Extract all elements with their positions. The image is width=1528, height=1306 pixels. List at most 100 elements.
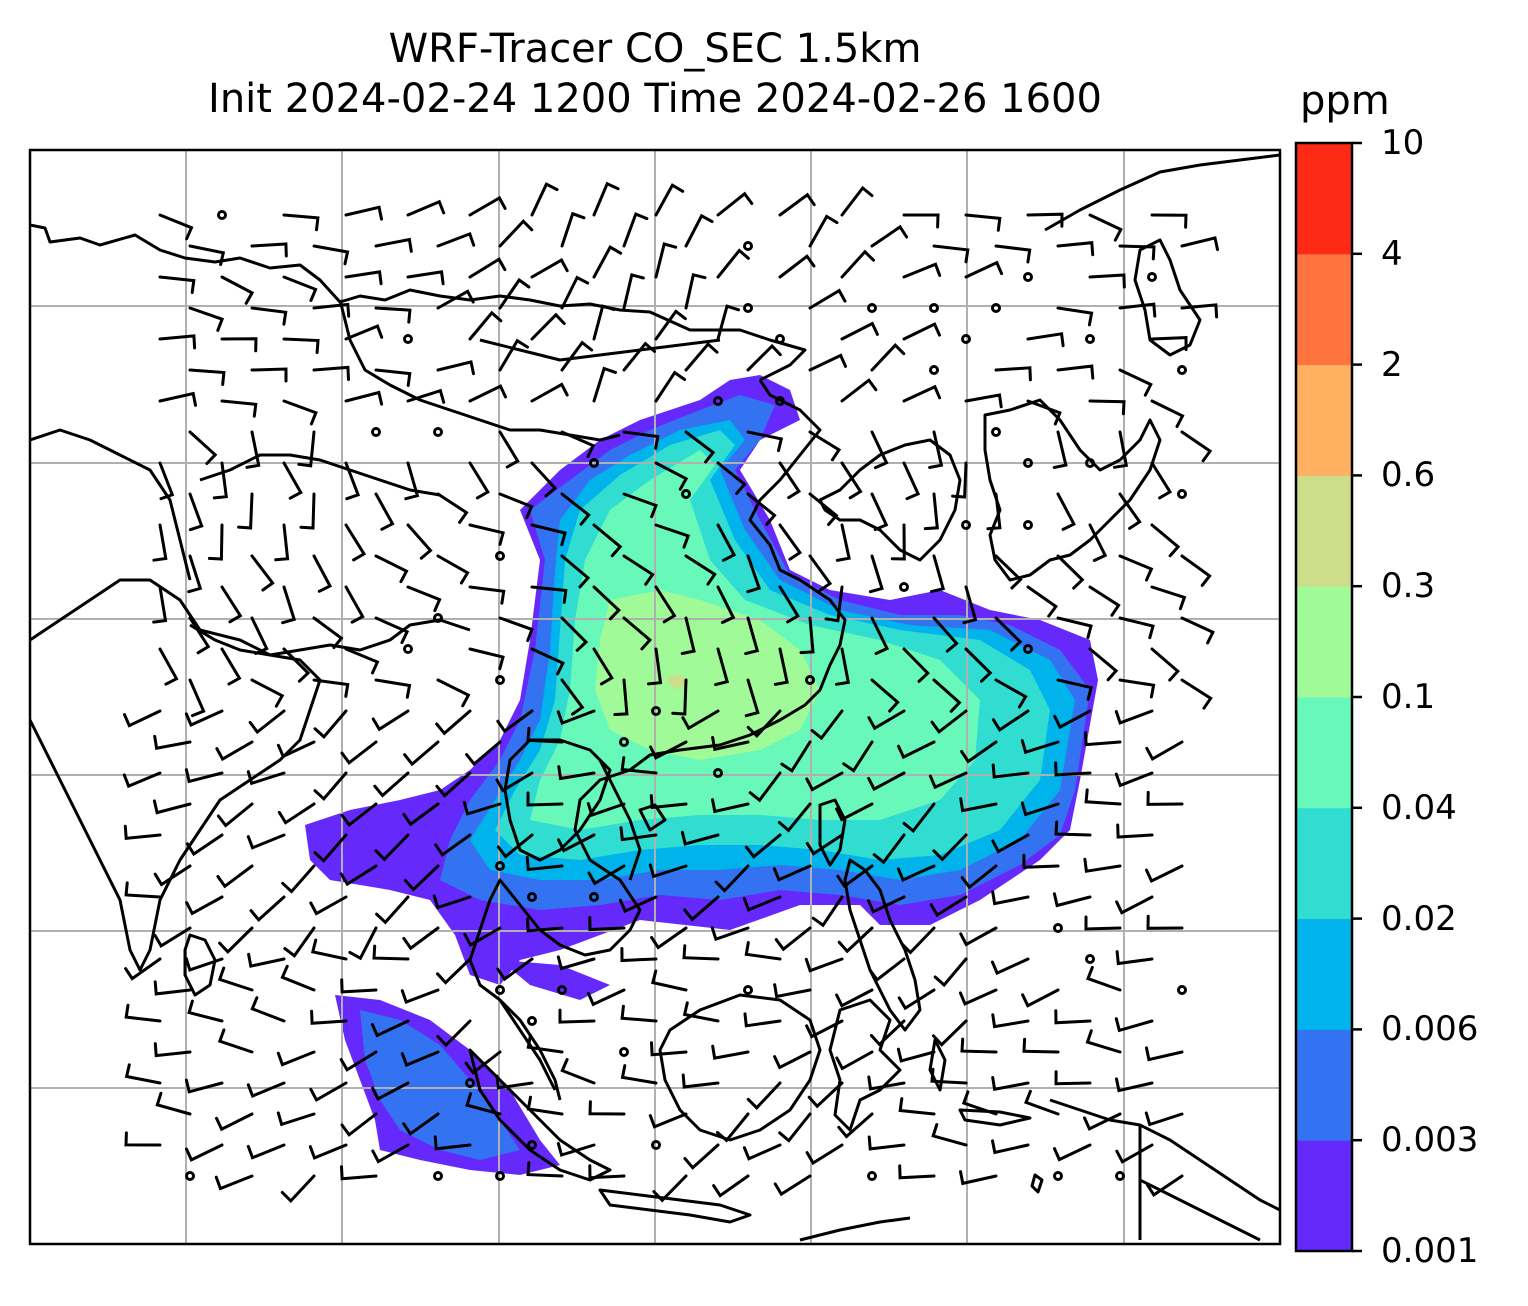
- coast-java: [598, 1188, 752, 1224]
- wind-barb: [1020, 801, 1060, 817]
- wind-barb: [436, 678, 471, 708]
- wind-barb: [964, 393, 1003, 409]
- wind-barb: [185, 895, 224, 916]
- wind-barb: [282, 275, 318, 302]
- wind-barb: [799, 616, 815, 655]
- wind-barb: [526, 1033, 564, 1054]
- wind-barb: [1114, 709, 1154, 725]
- wind-barb: [867, 895, 906, 914]
- coast-japan: [983, 398, 1162, 582]
- plume-band-0-tail: [500, 960, 610, 1000]
- wind-barb: [837, 926, 874, 954]
- wind-barb: [556, 709, 596, 726]
- colorbar-tick-label: 0.003: [1381, 1120, 1479, 1161]
- wind-barb: [867, 771, 906, 792]
- wind-barb: [619, 826, 658, 842]
- wind-barb: [312, 678, 350, 698]
- wind-barb: [748, 771, 782, 803]
- coast-sumatra: [468, 1048, 612, 1182]
- wind-barb: [1114, 771, 1154, 788]
- calm-wind-marker: [1053, 923, 1063, 933]
- wind-barb: [1115, 950, 1154, 966]
- wind-barb: [124, 1131, 162, 1147]
- wind-barb: [1146, 790, 1184, 806]
- wind-barb: [526, 917, 564, 933]
- wind-barb: [498, 277, 531, 310]
- map-frame: [28, 148, 1282, 1246]
- wind-barb: [962, 585, 978, 625]
- wind-barb: [155, 1091, 192, 1116]
- wind-barb: [620, 1004, 658, 1023]
- calm-wind-marker: [991, 427, 1001, 437]
- wind-barb: [744, 833, 782, 859]
- wind-barb: [840, 461, 863, 500]
- coast-inner-asia: [199, 453, 441, 497]
- wind-barb: [122, 771, 162, 789]
- calm-wind-marker: [713, 768, 723, 778]
- wind-barb: [557, 833, 596, 853]
- wind-barb: [188, 492, 204, 532]
- wind-barb: [1118, 244, 1156, 261]
- wind-barb: [681, 1073, 720, 1089]
- wind-barb: [805, 1143, 844, 1166]
- wind-barb: [217, 966, 254, 992]
- wind-barb: [406, 270, 445, 286]
- wind-barb: [1085, 1029, 1122, 1054]
- wind-barb: [560, 340, 594, 372]
- wind-barb: [840, 378, 878, 403]
- calm-wind-marker: [557, 985, 567, 995]
- colorbar-tick-label: 0.1: [1381, 677, 1436, 717]
- calm-wind-marker: [433, 613, 443, 623]
- wind-barb: [496, 709, 534, 734]
- wind-barb: [560, 1058, 596, 1085]
- calm-wind-marker: [1023, 644, 1033, 654]
- wind-barb: [1150, 336, 1188, 352]
- wind-barb: [716, 1112, 750, 1143]
- colorbar-segment: [1296, 918, 1352, 1030]
- calm-wind-marker: [619, 1047, 629, 1057]
- wind-barb: [804, 957, 844, 973]
- wind-barb: [808, 430, 842, 462]
- wind-barb: [1056, 616, 1093, 640]
- wind-barb: [560, 211, 586, 248]
- wind-barb: [647, 647, 663, 686]
- wind-barb: [280, 1174, 316, 1204]
- wind-barb: [1118, 678, 1156, 699]
- wind-barb: [902, 802, 936, 834]
- wind-barb: [654, 183, 685, 217]
- wind-barb: [716, 523, 737, 562]
- calm-wind-marker: [433, 1171, 443, 1181]
- wind-barb: [923, 492, 939, 531]
- wind-barb: [1115, 895, 1154, 915]
- wind-barb: [840, 185, 874, 217]
- wind-barb: [711, 736, 750, 752]
- wind-barb: [870, 430, 889, 470]
- wind-barb: [805, 833, 844, 856]
- calm-wind-marker: [495, 551, 505, 561]
- wind-barb: [530, 585, 568, 604]
- colorbar: [1294, 141, 1362, 1253]
- wind-barb: [344, 585, 365, 624]
- wind-barb: [1180, 430, 1213, 463]
- wind-barb: [406, 388, 446, 404]
- calm-wind-marker: [1023, 520, 1033, 530]
- border-kazakh: [30, 428, 192, 581]
- wind-barb: [495, 1074, 534, 1090]
- wind-barb: [530, 523, 567, 547]
- wind-barb: [682, 944, 720, 961]
- wind-barb: [648, 863, 688, 879]
- wind-barb: [964, 647, 993, 683]
- wind-barb: [237, 492, 254, 530]
- wind-barb: [592, 647, 614, 686]
- wind-barb: [560, 678, 585, 716]
- colorbar-tick-label: 0.006: [1381, 1009, 1479, 1050]
- wind-barb: [824, 585, 844, 623]
- wind-barb: [435, 709, 472, 736]
- calm-wind-marker: [805, 675, 815, 685]
- wind-barb: [403, 864, 440, 892]
- coast-newguinea: [1049, 1098, 1280, 1212]
- colorbar-tick-label: 0.001: [1381, 1231, 1479, 1271]
- wind-barb: [158, 334, 197, 350]
- wind-barb: [834, 647, 851, 686]
